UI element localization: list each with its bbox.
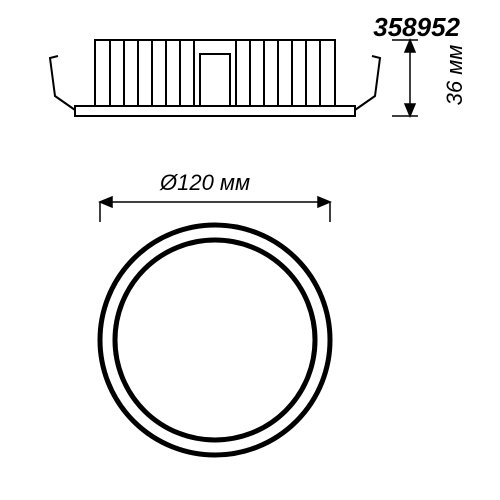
side-elevation: [0, 0, 500, 160]
diameter-dimension-label: Ø120 мм: [160, 170, 250, 196]
height-dimension-label: 36 мм: [442, 40, 468, 110]
technical-drawing: 358952: [0, 0, 500, 500]
top-view: [0, 160, 500, 500]
